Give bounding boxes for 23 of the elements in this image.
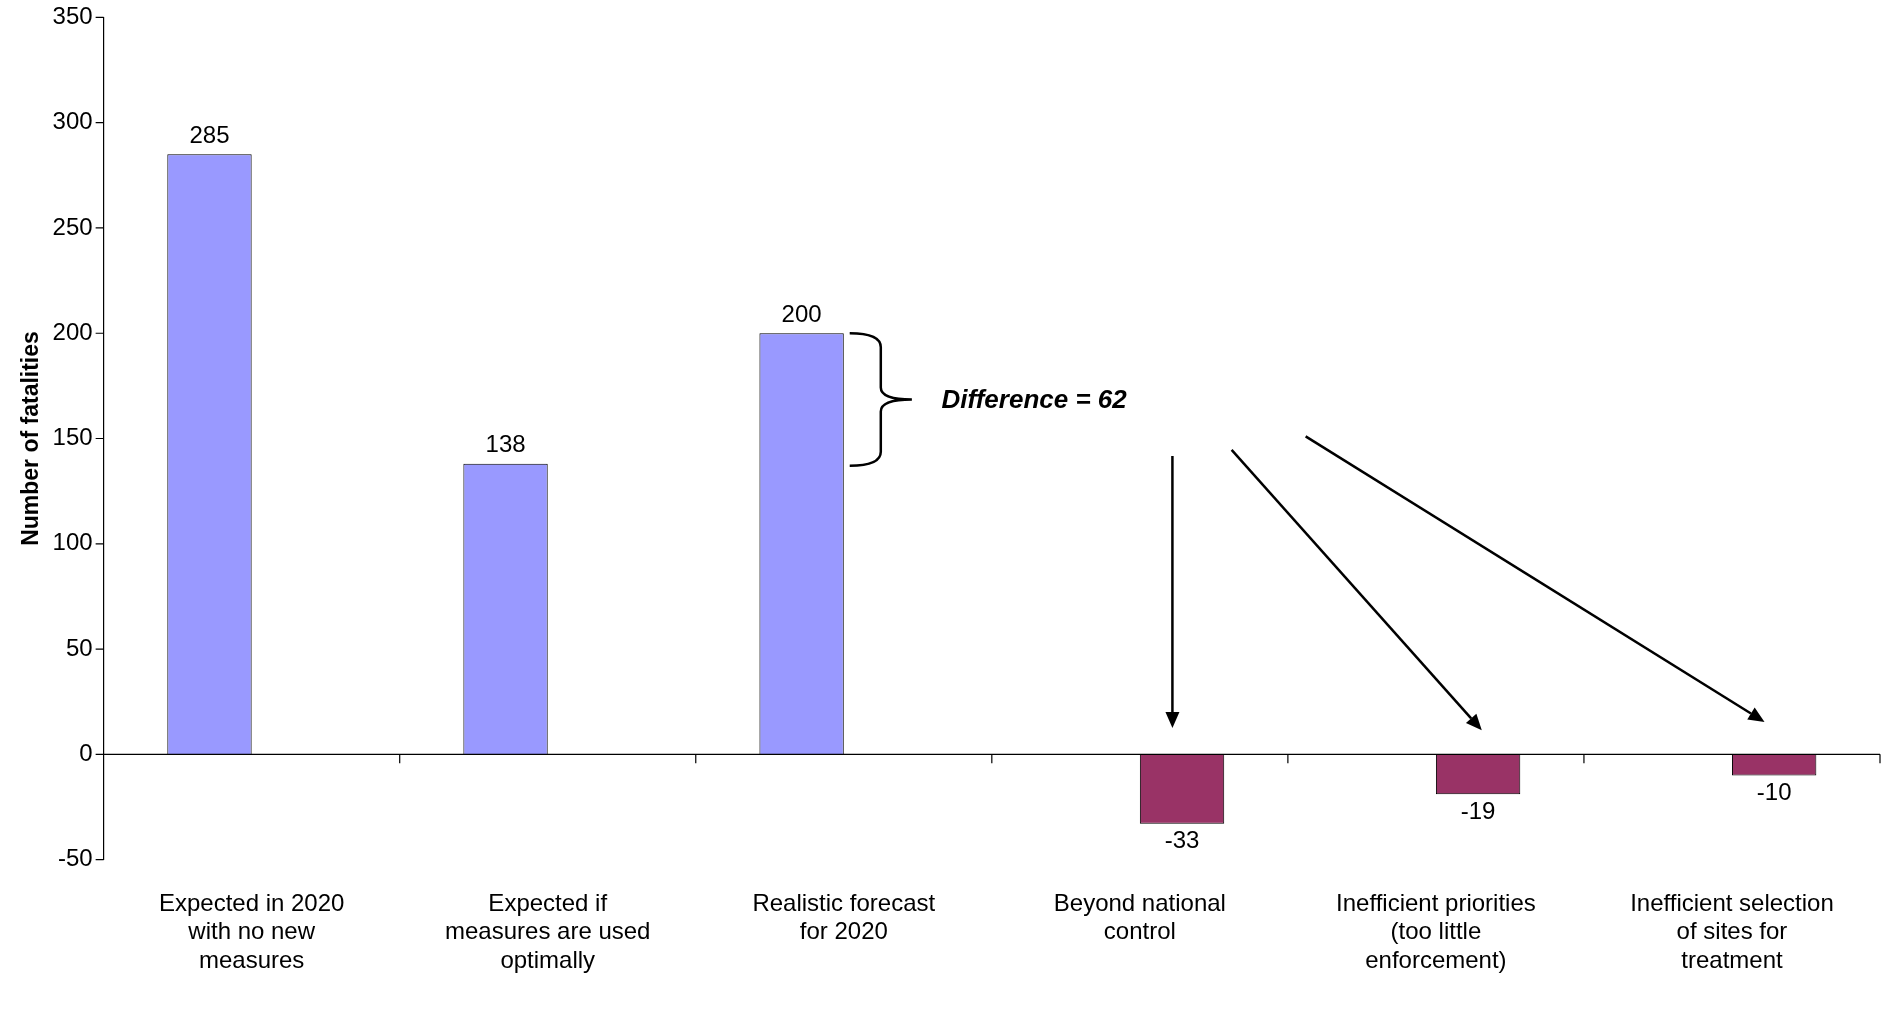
data-label: -19 <box>1460 796 1496 824</box>
x-tick-label: Inefficient selection of sites for treatment <box>1630 888 1834 974</box>
y-tick-label: 350 <box>52 2 93 30</box>
y-tick-label: 200 <box>52 317 93 345</box>
data-label: 285 <box>189 120 230 148</box>
annotation: Difference = 62 <box>941 383 1128 414</box>
data-label: -10 <box>1756 778 1792 806</box>
x-tick-label: Realistic forecast for 2020 <box>752 888 936 945</box>
y-tick-label: 50 <box>65 633 93 661</box>
x-tick-label: Beyond national control <box>1053 888 1226 945</box>
y-tick-label: 300 <box>52 107 93 135</box>
x-tick-label: Expected if measures are used optimally <box>445 888 651 974</box>
data-label: -33 <box>1164 826 1200 854</box>
y-tick-label: 150 <box>52 423 93 451</box>
y-tick-label: 100 <box>52 528 93 556</box>
x-tick-label: Expected in 2020 with no new measures <box>158 888 345 974</box>
data-label: 138 <box>485 430 526 458</box>
x-tick-label: Inefficient priorities (too little enforcement) <box>1336 888 1536 974</box>
y-tick-label: 250 <box>52 212 93 240</box>
y-tick-label: -50 <box>57 844 93 872</box>
y-tick-label: 0 <box>79 738 93 766</box>
data-label: 200 <box>781 299 822 327</box>
y-axis-title: Number of fatalities <box>17 331 44 546</box>
